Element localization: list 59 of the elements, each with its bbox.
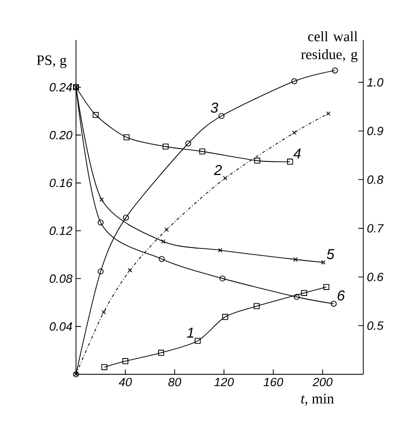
point bbox=[101, 364, 108, 370]
y-tick-label: 0.24 bbox=[50, 83, 72, 92]
y2-tick-label: 0.6 bbox=[367, 272, 384, 282]
point bbox=[128, 268, 132, 272]
point bbox=[222, 176, 228, 180]
x-tick-label: 120 bbox=[214, 378, 234, 386]
series-label: 1 bbox=[186, 328, 194, 338]
y2-tick-label: 0.8 bbox=[367, 175, 384, 184]
point bbox=[301, 290, 308, 296]
point bbox=[99, 197, 104, 202]
point bbox=[161, 239, 166, 244]
point bbox=[162, 144, 169, 150]
point bbox=[102, 310, 106, 314]
y-axis-title: PS, g bbox=[36, 55, 66, 68]
y-tick-label: 0.16 bbox=[50, 178, 72, 188]
point bbox=[194, 338, 201, 344]
point bbox=[124, 134, 130, 140]
point bbox=[164, 227, 169, 232]
point bbox=[158, 350, 164, 356]
point bbox=[326, 111, 331, 116]
point bbox=[293, 257, 298, 262]
point bbox=[98, 268, 104, 274]
series-label: 3 bbox=[210, 102, 218, 113]
x-tick-label: 40 bbox=[118, 378, 132, 386]
point bbox=[98, 219, 104, 226]
point bbox=[220, 275, 226, 282]
point bbox=[254, 158, 260, 164]
series-label: 5 bbox=[326, 249, 334, 260]
point bbox=[122, 214, 129, 221]
y-tick-label: 0.04 bbox=[50, 322, 72, 331]
y-tick-label: 0.08 bbox=[50, 274, 72, 283]
y2-tick-label: 0.9 bbox=[367, 126, 384, 136]
y2-tick-label: 0.7 bbox=[367, 224, 384, 233]
point bbox=[323, 284, 330, 290]
y-tick-label: 0.12 bbox=[50, 226, 72, 235]
series-label: 6 bbox=[338, 290, 345, 301]
point bbox=[294, 294, 300, 300]
point bbox=[199, 148, 206, 154]
point bbox=[218, 112, 224, 119]
y2-axis-title: cell wall residue, g bbox=[301, 31, 358, 62]
point bbox=[292, 130, 296, 135]
point bbox=[218, 248, 222, 252]
point bbox=[291, 78, 298, 84]
x-tick-label: 200 bbox=[312, 378, 332, 386]
y2-tick-label: 0.5 bbox=[367, 321, 384, 330]
x-tick-label: 80 bbox=[168, 378, 182, 386]
point bbox=[92, 112, 99, 118]
y2-tick-label: 1.0 bbox=[367, 78, 384, 87]
point bbox=[158, 256, 165, 262]
y-tick-label: 0.20 bbox=[50, 130, 72, 140]
point bbox=[287, 158, 294, 165]
point bbox=[222, 314, 228, 320]
x-axis-title: t, min bbox=[301, 394, 334, 406]
series-label: 4 bbox=[293, 148, 301, 158]
point bbox=[122, 358, 128, 364]
x-tick-label: 160 bbox=[264, 378, 284, 386]
point bbox=[185, 140, 192, 146]
point bbox=[254, 303, 260, 310]
series-label: 2 bbox=[214, 164, 222, 175]
